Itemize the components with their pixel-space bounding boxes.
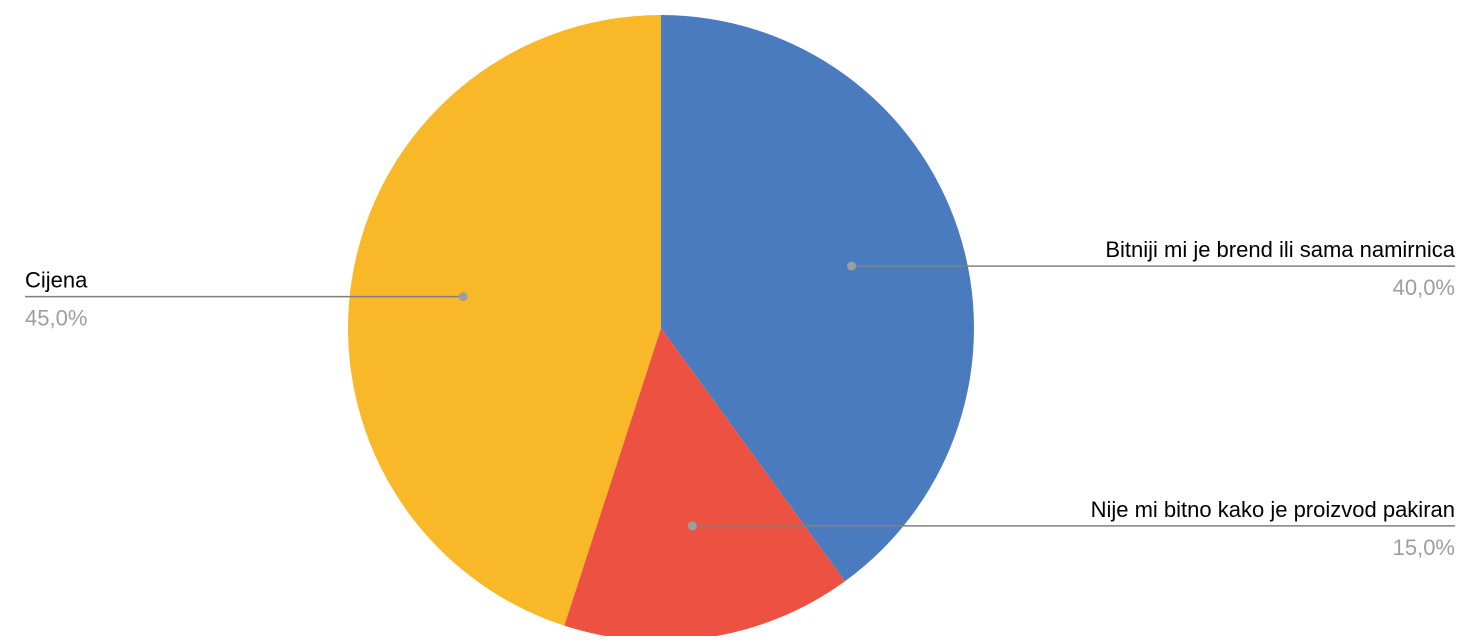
slice-label: Cijena xyxy=(25,268,88,293)
slice-label-group-bitniji-mi-je-brend-ili-sama-namirnica: Bitniji mi je brend ili sama namirnica 40… xyxy=(847,237,1456,300)
slice-label-group-nije-mi-bitno-kako-je-proizvod-pakiran: Nije mi bitno kako je proizvod pakiran 15… xyxy=(687,497,1455,560)
leader-dot xyxy=(687,521,697,531)
pie-slice-bitniji-mi-je-brend-ili-sama-namirnica xyxy=(661,15,974,582)
pie-slice-nije-mi-bitno-kako-je-proizvod-pakiran xyxy=(564,328,845,641)
pie-slice-cijena xyxy=(348,15,661,626)
pie-labels: Bitniji mi je brend ili sama namirnica 40… xyxy=(25,237,1456,560)
leader-dot xyxy=(847,261,857,271)
pie-slices xyxy=(348,15,974,641)
slice-label: Nije mi bitno kako je proizvod pakiran xyxy=(1091,497,1455,522)
slice-label: Bitniji mi je brend ili sama namirnica xyxy=(1105,237,1455,262)
slice-label-group-cijena: Cijena 45,0% xyxy=(25,268,468,331)
leader-dot xyxy=(458,292,468,302)
slice-percent-label: 15,0% xyxy=(1393,535,1455,560)
slice-percent-label: 45,0% xyxy=(25,306,87,331)
slice-percent-label: 40,0% xyxy=(1393,275,1455,300)
